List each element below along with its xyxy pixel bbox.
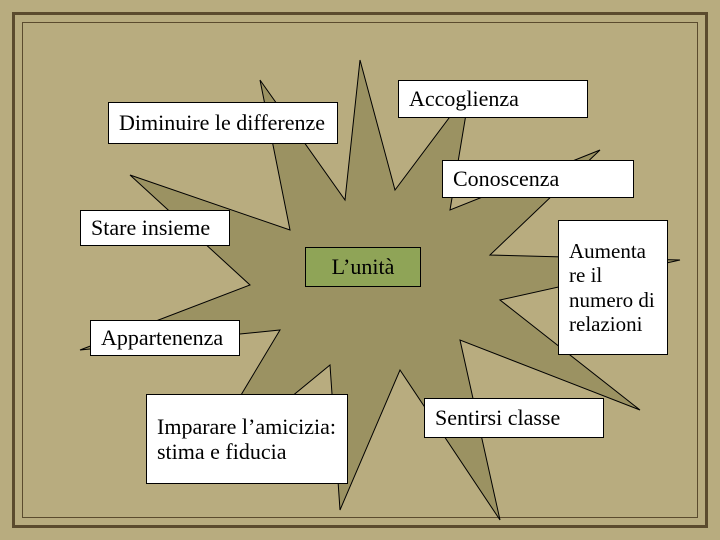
concept-box-stare-insieme: Stare insieme bbox=[80, 210, 230, 246]
concept-label: Appartenenza bbox=[101, 325, 223, 350]
concept-box-conoscenza: Conoscenza bbox=[442, 160, 634, 198]
concept-box-appartenenza: Appartenenza bbox=[90, 320, 240, 356]
concept-label: Stare insieme bbox=[91, 215, 210, 240]
concept-box-diminuire: Diminuire le differenze bbox=[108, 102, 338, 144]
concept-label: Sentirsi classe bbox=[435, 405, 560, 430]
concept-box-imparare: Imparare l’amicizia: stima e fiducia bbox=[146, 394, 348, 484]
concept-box-aumentare: Aumenta​re il numero di relazioni bbox=[558, 220, 668, 355]
concept-label: Accoglienza bbox=[409, 86, 519, 111]
concept-label: Diminuire le differenze bbox=[119, 110, 325, 135]
concept-box-accoglienza: Accoglienza bbox=[398, 80, 588, 118]
center-label-box: L’unità bbox=[305, 247, 421, 287]
concept-label: Conoscenza bbox=[453, 166, 559, 191]
concept-box-sentirsi: Sentirsi classe bbox=[424, 398, 604, 438]
slide-canvas: L’unità Accoglienza Diminuire le differen… bbox=[0, 0, 720, 540]
center-label-text: L’unità bbox=[332, 254, 395, 280]
concept-label: Imparare l’amicizia: stima e fiducia bbox=[157, 414, 337, 465]
concept-label: Aumenta​re il numero di relazioni bbox=[569, 239, 657, 336]
